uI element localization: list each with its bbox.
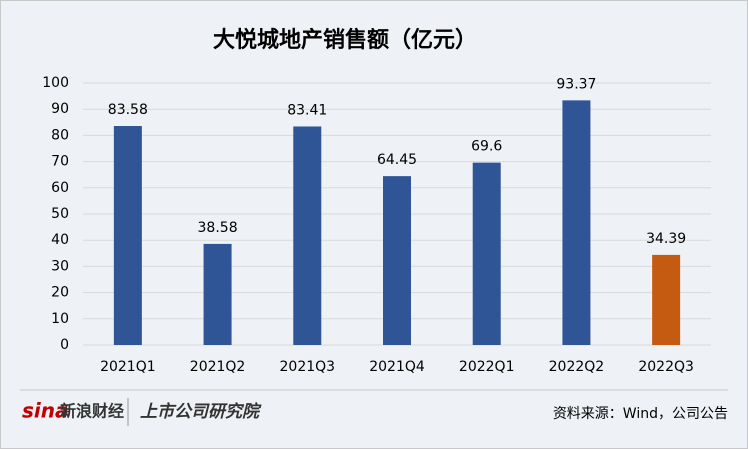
data-label: 38.58 [198,220,238,236]
x-tick-label: 2021Q4 [369,359,425,375]
data-label: 93.37 [556,76,596,92]
y-tick-label: 90 [51,101,69,117]
y-tick-label: 60 [51,180,69,196]
x-tick-label: 2021Q3 [280,359,336,375]
data-label: 34.39 [646,231,686,247]
brand-logo: sina [22,399,69,423]
x-tick-label: 2022Q1 [459,359,515,375]
data-label: 83.41 [287,102,327,118]
bar [472,162,501,345]
y-tick-label: 100 [42,75,69,91]
brand-name: 新浪财经 [60,402,124,421]
data-label: 83.58 [108,102,148,118]
y-tick-label: 10 [51,311,69,327]
x-tick-label: 2021Q1 [100,359,156,375]
brand-name: 上市公司研究院 [140,402,262,422]
bar [383,176,411,345]
source-note: 资料来源：Wind，公司公告 [553,406,728,422]
x-tick-label: 2021Q2 [190,359,246,375]
y-tick-label: 40 [51,232,69,248]
y-tick-label: 70 [51,154,69,170]
y-tick-label: 20 [51,285,69,301]
plot-area: 0 10 20 30 40 50 60 70 80 90 100 2021Q1 83.58 2021Q2 3… [42,75,711,375]
data-label: 64.45 [377,152,417,168]
bar [293,126,322,346]
y-tick-label: 30 [51,258,69,274]
y-tick-label: 80 [51,127,69,143]
x-tick-label: 2022Q3 [638,359,694,375]
bar [562,100,591,345]
bar [652,254,681,345]
x-tick-label: 2022Q2 [549,359,605,375]
data-label: 69.6 [471,139,502,155]
y-tick-label: 0 [60,337,69,353]
bar [203,243,232,345]
chart-title: 大悦城地产销售额（亿元） [213,27,477,53]
y-tick-label: 50 [51,206,69,222]
bar [113,126,142,345]
